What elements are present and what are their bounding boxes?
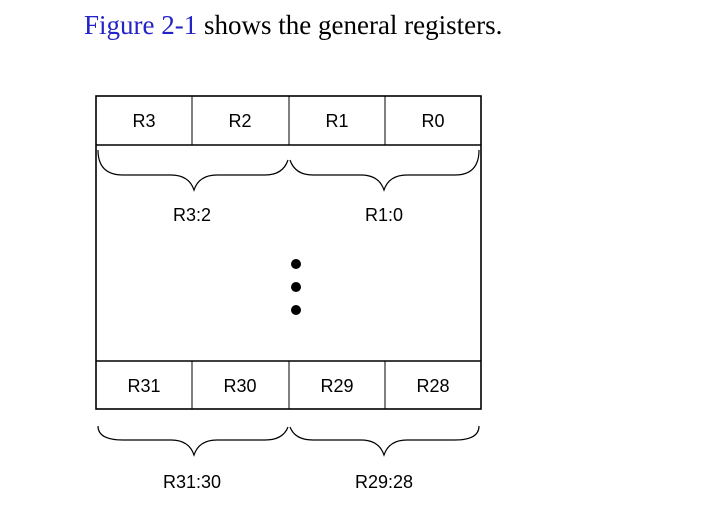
register-pair-r29-28: R29:28: [355, 472, 413, 492]
register-pair-r3-2: R3:2: [173, 205, 211, 225]
register-pair-r31-30: R31:30: [163, 472, 221, 492]
register-label-r28: R28: [416, 376, 449, 396]
ellipsis-dot: [291, 282, 301, 292]
register-label-r3: R3: [132, 111, 155, 131]
ellipsis-dot: [291, 259, 301, 269]
register-pair-r1-0: R1:0: [365, 205, 403, 225]
figure-reference-link[interactable]: Figure 2-1: [84, 10, 198, 40]
register-label-r2: R2: [228, 111, 251, 131]
top-right-brace: [289, 149, 480, 192]
top-left-brace: [97, 149, 289, 192]
register-label-r30: R30: [223, 376, 256, 396]
figure-caption: Figure 2-1 shows the general registers.: [84, 10, 502, 41]
register-label-r1: R1: [325, 111, 348, 131]
register-label-r31: R31: [127, 376, 160, 396]
bottom-right-brace: [289, 425, 480, 457]
ellipsis-dot: [291, 305, 301, 315]
register-label-r0: R0: [421, 111, 444, 131]
register-label-r29: R29: [320, 376, 353, 396]
caption-text: shows the general registers.: [197, 10, 503, 40]
bottom-left-brace: [97, 425, 289, 457]
